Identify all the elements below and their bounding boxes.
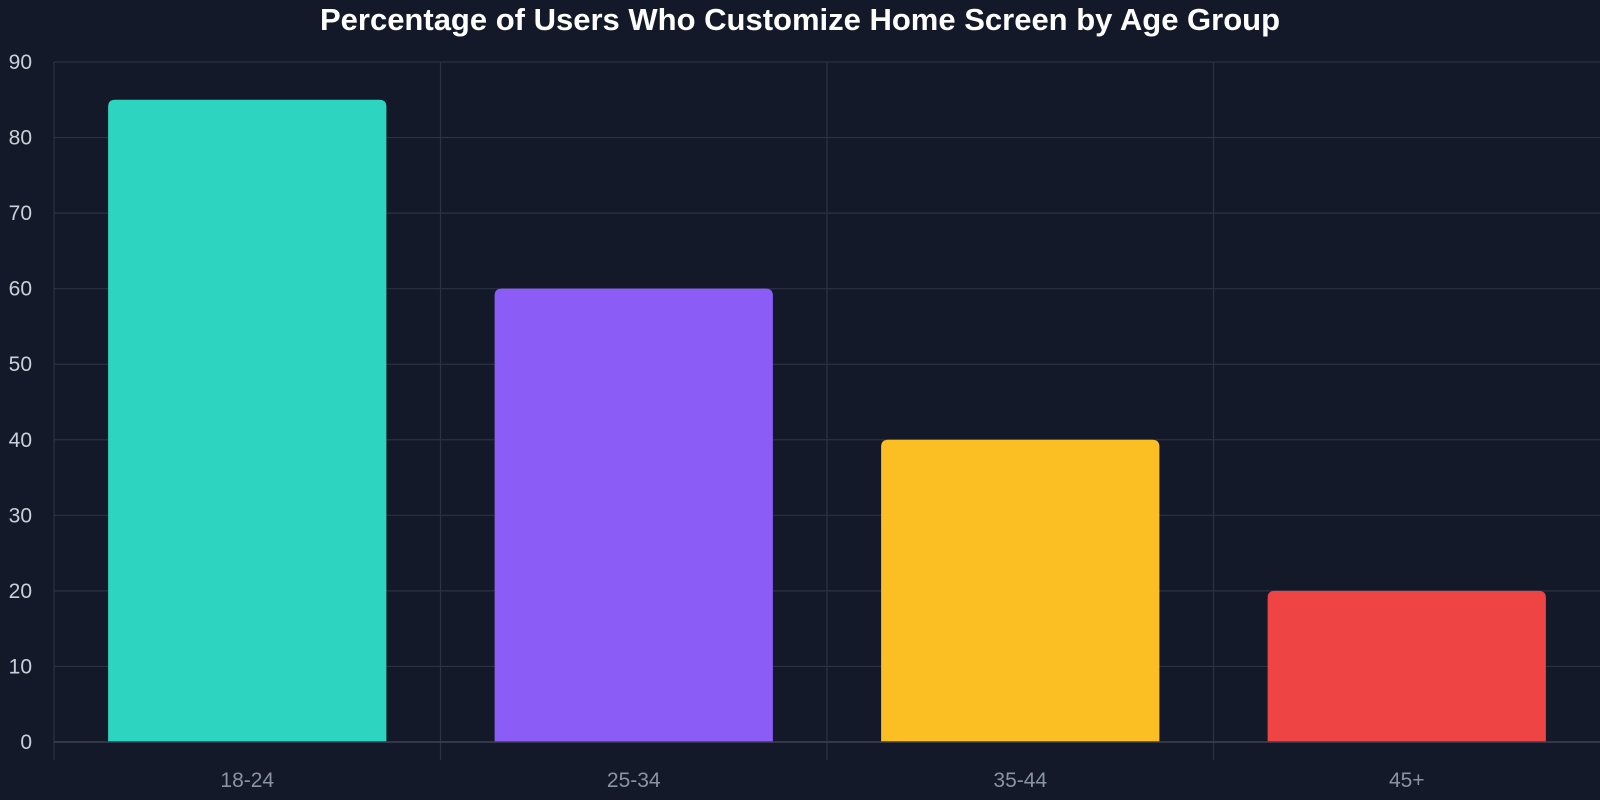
y-tick-label: 90 bbox=[9, 51, 32, 74]
y-tick-label: 40 bbox=[9, 429, 32, 452]
bar-18-24 bbox=[108, 99, 387, 743]
bar-35-44 bbox=[881, 439, 1160, 742]
y-tick-label: 60 bbox=[9, 278, 32, 301]
x-tick-label: 25-34 bbox=[607, 769, 661, 792]
chart-title: Percentage of Users Who Customize Home S… bbox=[319, 2, 1281, 37]
y-tick-label: 20 bbox=[9, 580, 32, 603]
bar-25-34 bbox=[494, 288, 773, 742]
x-tick-label: 18-24 bbox=[220, 769, 274, 792]
x-tick-label: 35-44 bbox=[993, 769, 1047, 792]
x-tick-label: 45+ bbox=[1389, 769, 1425, 792]
y-tick-label: 80 bbox=[9, 127, 32, 150]
y-tick-label: 50 bbox=[9, 353, 32, 376]
y-tick-label: 0 bbox=[20, 731, 32, 754]
y-tick-label: 30 bbox=[9, 504, 32, 527]
bar-45+ bbox=[1267, 590, 1546, 742]
y-tick-label: 10 bbox=[9, 655, 32, 678]
y-tick-label: 70 bbox=[9, 202, 32, 225]
